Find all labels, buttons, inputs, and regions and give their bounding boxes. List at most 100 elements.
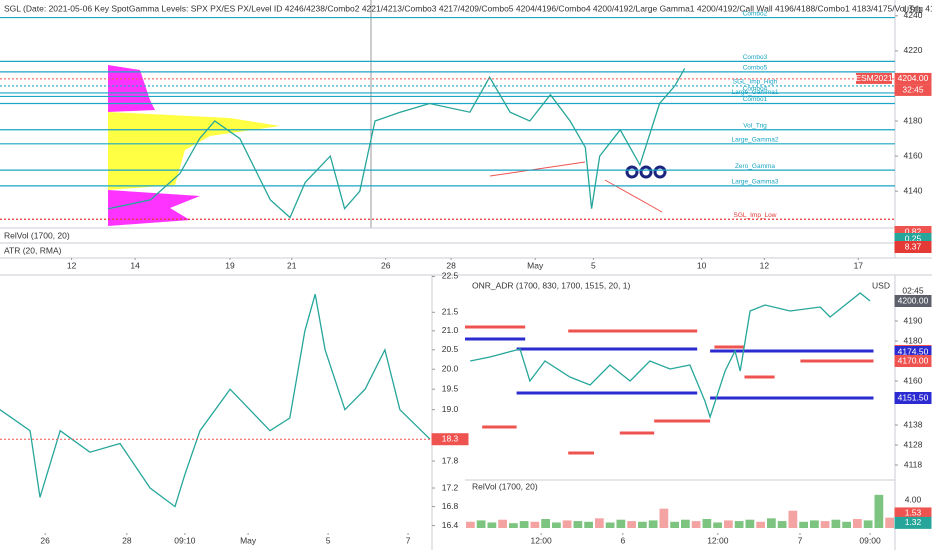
y-tick-label: 4118 <box>904 459 923 469</box>
symbol-label: ESM2021 <box>855 73 893 83</box>
y-tick-label: 4180 <box>904 335 923 345</box>
price-tag-label: 4204.00 <box>898 73 929 83</box>
y-tick-label: 21.5 <box>442 307 459 317</box>
trend-line <box>489 161 586 177</box>
x-tick-label: 12 <box>67 260 77 270</box>
price-tag-label: 1.53 <box>905 508 922 518</box>
relvol-bar <box>498 519 507 528</box>
y-tick-label: 4140 <box>904 185 923 195</box>
level-label: Combo5 <box>743 65 768 72</box>
price-line <box>0 294 431 508</box>
relvol-bar <box>552 522 561 528</box>
x-tick-label: 12:00 <box>530 535 552 545</box>
price-tag <box>894 295 932 307</box>
x-tick-label: 09:10 <box>174 535 196 545</box>
x-tick-label: 26 <box>381 260 391 270</box>
price-tag-label: 4170.00 <box>898 355 929 365</box>
y-tick-label: 4128 <box>904 439 923 449</box>
indicator-title: RelVol (1700, 20) <box>4 230 70 240</box>
relvol-bar <box>670 521 679 528</box>
x-tick-label: 14 <box>130 260 140 270</box>
y-tick-label: 20.5 <box>442 344 459 354</box>
relvol-bar <box>616 519 626 528</box>
chart-title: SGL (Date: 2021-05-06 Key SpotGamma Leve… <box>4 3 932 13</box>
relvol-bar <box>627 521 636 528</box>
relvol-bar <box>734 521 744 528</box>
y-tick-label: 4180 <box>904 115 923 125</box>
x-tick-label: May <box>527 260 544 270</box>
volume-profile <box>108 112 280 190</box>
relvol-bar <box>810 520 819 528</box>
price-line <box>108 68 686 219</box>
y-tick-label: 16.4 <box>442 520 459 530</box>
x-tick-label: 19 <box>225 260 235 270</box>
y-tick-label: 4160 <box>904 150 923 160</box>
relvol-bar <box>767 518 776 528</box>
relvol-bar <box>530 521 540 528</box>
y-tick-label: 4220 <box>904 45 923 55</box>
indicator-title: ATR (20, RMA) <box>4 245 62 255</box>
chart-title: ONR_ADR (1700, 830, 1700, 1515, 20, 1) <box>472 280 630 290</box>
y-tick-label: 22.5 <box>442 271 459 281</box>
y-tick-label: 4138 <box>904 419 923 429</box>
y-tick-label: 4240 <box>904 10 923 20</box>
price-tag <box>894 507 932 520</box>
x-tick-label: 12:00 <box>707 535 729 545</box>
relvol-bar <box>476 520 486 528</box>
relvol-bar <box>691 521 701 528</box>
y-tick-label: 4.00 <box>905 495 922 505</box>
relvol-bar <box>509 523 518 528</box>
x-tick-label: 09:00 <box>859 535 881 545</box>
relvol-bar <box>820 521 830 528</box>
relvol-bar <box>702 519 712 528</box>
y-tick-label: 16.8 <box>442 501 459 511</box>
level-label: Combo1 <box>743 96 768 103</box>
price-tag <box>431 433 469 446</box>
x-tick-label: 17 <box>854 260 864 270</box>
countdown: 02:45 <box>902 285 924 295</box>
price-tag-label: 4174.50 <box>898 346 929 356</box>
relvol-bar <box>638 521 647 528</box>
y-tick-label: 19.5 <box>442 383 459 393</box>
countdown: 32:45 <box>902 85 924 95</box>
relvol-bar <box>595 518 604 528</box>
relvol-bar <box>831 519 841 528</box>
relvol-bar <box>713 522 722 528</box>
countdown-tag <box>894 84 932 96</box>
axis-unit: USD <box>903 4 921 14</box>
price-tag <box>894 72 932 85</box>
price-tag <box>894 516 932 529</box>
price-tag-label: 1.32 <box>905 517 922 527</box>
x-tick-label: 10 <box>697 260 707 270</box>
y-tick-label: 17.8 <box>442 455 459 465</box>
x-tick-label: 26 <box>40 535 50 545</box>
indicator-title: RelVol (1700, 20) <box>472 481 538 491</box>
level-label: SGL_Imp_High <box>733 79 778 86</box>
price-tag-label: 18.3 <box>442 433 459 443</box>
level-label: Large_Gamma2 <box>732 137 779 144</box>
relvol-bar <box>885 517 894 528</box>
x-tick-label: 7 <box>798 535 803 545</box>
relvol-bar <box>466 521 475 528</box>
price-tag <box>894 392 932 404</box>
volume-profile <box>108 190 200 226</box>
y-tick-label: 20.0 <box>442 364 459 374</box>
relvol-bar <box>659 508 669 528</box>
level-label: Combo4 <box>743 86 768 93</box>
relvol-bar <box>541 519 550 528</box>
relvol-bar <box>562 520 572 528</box>
relvol-bar <box>487 522 497 528</box>
relvol-bar <box>853 519 862 528</box>
price-tag <box>894 241 932 253</box>
relvol-bar <box>648 520 658 528</box>
relvol-bar <box>573 521 583 528</box>
y-tick-label: 4160 <box>904 375 923 385</box>
price-tag-label: 0.25 <box>905 233 922 243</box>
y-tick-label: 21.0 <box>442 325 459 335</box>
relvol-bar <box>519 521 529 528</box>
x-tick-label: 5 <box>326 535 331 545</box>
relvol-bar <box>605 522 615 528</box>
level-label: Large_Gamma3 <box>732 179 779 186</box>
